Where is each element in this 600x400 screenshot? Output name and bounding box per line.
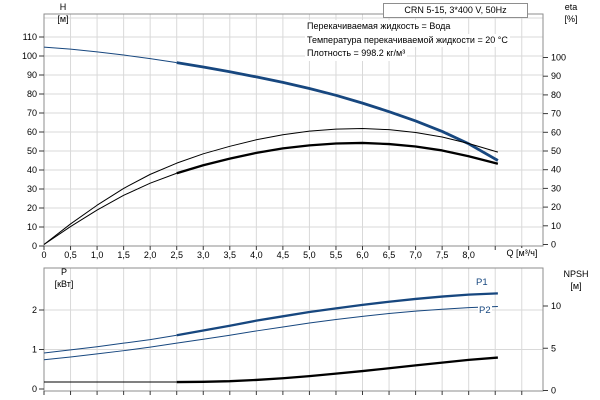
y-left-tick-label: 60 xyxy=(27,127,37,137)
x-tick-label: 2,0 xyxy=(144,250,157,260)
x-tick-label: 1,0 xyxy=(91,250,104,260)
x-tick-label: 4,0 xyxy=(250,250,263,260)
y-left-tick-label: 0 xyxy=(32,241,37,251)
y-right-tick-label: 90 xyxy=(551,71,561,81)
series-NPSH xyxy=(176,356,498,384)
y-left-tick-label: 20 xyxy=(27,203,37,213)
info-line-fluid: Перекачиваемая жидкость = Вода xyxy=(305,20,453,34)
tick-marks xyxy=(39,305,548,395)
y-left-tick-label: 50 xyxy=(27,146,37,156)
x-tick-label: 3,0 xyxy=(197,250,210,260)
y-right-tick-label: 100 xyxy=(551,53,566,63)
tick-labels: 0 10 20 30 40 50 60 70 80 90 100 110 0 10 20 30 40 50 60 70… xyxy=(22,32,566,260)
info-line-temperature: Температура перекачиваемой жидкости = 20… xyxy=(305,33,510,47)
p1-curve-label: P1 xyxy=(475,277,489,288)
p-axis-label: P [кВт] xyxy=(50,266,78,290)
gridlines xyxy=(44,268,543,391)
x-tick-label: 4,5 xyxy=(277,250,290,260)
eta-axis-unit: [%] xyxy=(564,14,578,24)
y-left-tick-label: 70 xyxy=(27,108,37,118)
plot-frame xyxy=(43,267,544,392)
h-axis-label: H [м] xyxy=(49,1,77,25)
tick-marks xyxy=(39,36,548,250)
x-tick-label: 1,5 xyxy=(117,250,130,260)
p-axis-symbol: P xyxy=(60,267,67,277)
eta-axis-symbol: eta xyxy=(564,2,578,12)
x-tick-label: 5,0 xyxy=(303,250,316,260)
series-H xyxy=(43,46,177,64)
y-left-tick-label: 100 xyxy=(22,51,37,61)
y-right-tick-label: 10 xyxy=(551,301,561,311)
pump-title-box: CRN 5-15, 3*400 V, 50Hz xyxy=(383,3,528,18)
series-P1 xyxy=(43,334,177,354)
fluid-info-block: Перекачиваемая жидкость = Вода Температу… xyxy=(305,20,510,61)
h-axis-symbol: H xyxy=(59,2,67,12)
p2-curve-label: P2 xyxy=(478,305,492,316)
tick-labels: 0 1 2 0 5 10 xyxy=(32,301,561,396)
y-left-tick-label: 30 xyxy=(27,184,37,194)
y-right-tick-label: 80 xyxy=(551,90,561,100)
y-right-tick-label: 40 xyxy=(551,165,561,175)
y-right-tick-label: 0 xyxy=(551,386,556,396)
y-left-tick-label: 1 xyxy=(32,345,37,355)
plot-frame xyxy=(43,13,544,247)
series-P1 xyxy=(176,292,498,337)
y-left-tick-label: 90 xyxy=(27,70,37,80)
x-tick-label: 0 xyxy=(41,250,46,260)
y-left-tick-label: 80 xyxy=(27,89,37,99)
p-axis-unit: [кВт] xyxy=(54,279,74,289)
y-left-tick-label: 0 xyxy=(32,384,37,394)
power-npsh-chart: 0 1 2 0 5 10 xyxy=(32,267,561,396)
y-right-tick-label: 10 xyxy=(551,221,561,231)
npsh-axis-symbol: NPSH xyxy=(563,269,589,279)
x-tick-label: 0,5 xyxy=(64,250,77,260)
x-tick-label: 8,0 xyxy=(462,250,475,260)
x-tick-label: 7,5 xyxy=(436,250,449,260)
series-eta-pump-motor xyxy=(43,172,177,245)
y-right-tick-label: 50 xyxy=(551,146,561,156)
eta-axis-label: eta [%] xyxy=(553,1,589,25)
y-right-tick-label: 5 xyxy=(551,343,556,353)
npsh-axis-label: NPSH [м] xyxy=(556,268,596,292)
x-tick-label: 5,5 xyxy=(330,250,343,260)
info-line-density: Плотность = 998.2 кг/м³ xyxy=(305,47,408,61)
y-right-tick-label: 70 xyxy=(551,109,561,119)
series-eta-pump-motor xyxy=(176,141,499,175)
y-left-tick-label: 10 xyxy=(27,222,37,232)
series-P2 xyxy=(43,305,498,361)
y-right-tick-label: 0 xyxy=(551,240,556,250)
x-tick-label: 7,0 xyxy=(409,250,422,260)
x-tick-label: 2,5 xyxy=(170,250,183,260)
npsh-axis-unit: [м] xyxy=(570,281,582,291)
y-left-tick-label: 110 xyxy=(23,32,37,42)
series-eta-pump xyxy=(43,128,499,245)
x-tick-label: 6,0 xyxy=(356,250,369,260)
y-right-tick-label: 60 xyxy=(551,127,561,137)
y-right-tick-label: 20 xyxy=(551,202,561,212)
q-axis-label: Q [м³/ч] xyxy=(496,248,548,258)
series-H xyxy=(176,61,499,162)
y-left-tick-label: 2 xyxy=(32,305,37,315)
y-left-tick-label: 40 xyxy=(27,165,37,175)
x-tick-label: 3,5 xyxy=(224,250,237,260)
x-tick-label: 6,5 xyxy=(383,250,396,260)
y-right-tick-label: 30 xyxy=(551,183,561,193)
h-axis-unit: [м] xyxy=(57,14,69,24)
